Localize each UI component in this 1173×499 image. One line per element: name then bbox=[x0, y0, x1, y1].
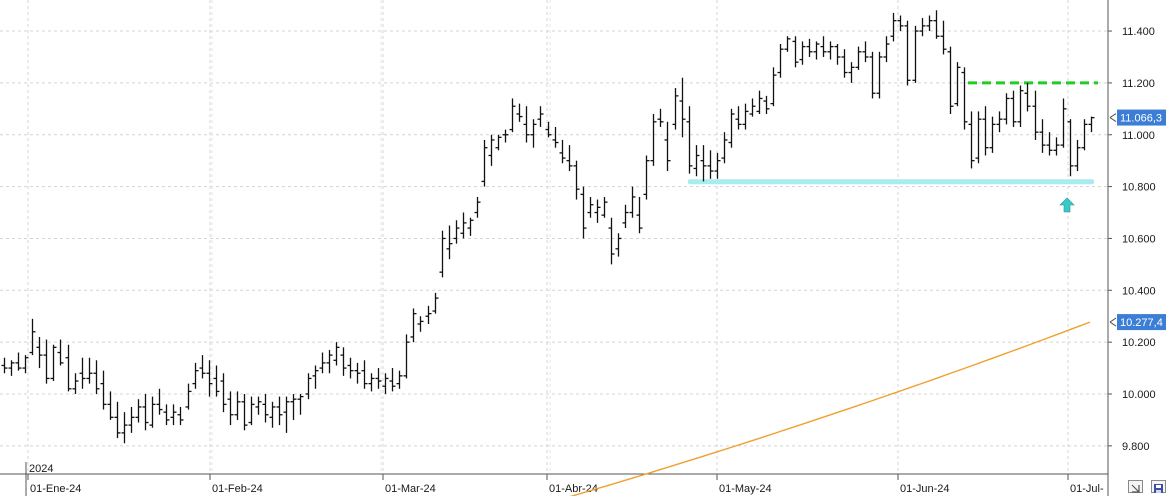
restore-icon[interactable] bbox=[1128, 480, 1143, 493]
save-icon[interactable] bbox=[1151, 480, 1166, 493]
x-tick-label: 01-Feb-24 bbox=[212, 483, 263, 495]
restore-icon-glyph bbox=[1131, 484, 1140, 493]
y-tick-label: 10.400 bbox=[1122, 285, 1156, 297]
y-tick-label: 9.800 bbox=[1122, 441, 1150, 453]
x-tick-label: 01-Jun-24 bbox=[900, 483, 950, 495]
x-tick-label: 01-Jul- bbox=[1070, 483, 1104, 495]
last-price-badge bbox=[1117, 109, 1166, 126]
save-icon-glyph bbox=[1154, 484, 1163, 493]
up-arrow-marker bbox=[1059, 197, 1075, 213]
last-price-label: 11.066,3 bbox=[1120, 113, 1162, 125]
y-tick-label: 11.000 bbox=[1122, 130, 1155, 142]
support-line bbox=[688, 179, 1094, 185]
y-tick-label: 10.200 bbox=[1122, 337, 1156, 349]
y-tick-label: 10.600 bbox=[1122, 233, 1156, 245]
y-tick-label: 10.000 bbox=[1122, 389, 1156, 401]
ma-label: 10.277,4 bbox=[1120, 317, 1163, 329]
x-tick-label: 01-Abr-24 bbox=[549, 483, 598, 495]
last-price-pointer bbox=[1109, 113, 1117, 122]
x-tick-label: 01-Mar-24 bbox=[385, 483, 436, 495]
ma-pointer bbox=[1109, 317, 1117, 327]
y-tick-label: 10.800 bbox=[1122, 182, 1156, 194]
moving-average-line bbox=[569, 321, 1091, 496]
ma-badge bbox=[1117, 314, 1166, 331]
y-tick-label: 11.200 bbox=[1122, 78, 1155, 90]
year-label: 2024 bbox=[29, 463, 53, 475]
y-tick-label: 11.400 bbox=[1122, 26, 1155, 38]
x-tick-label: 01-Ene-24 bbox=[30, 483, 81, 495]
x-tick-label: 01-May-24 bbox=[719, 483, 772, 495]
